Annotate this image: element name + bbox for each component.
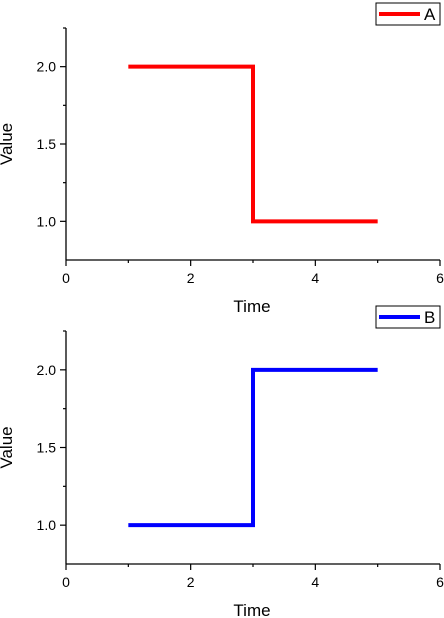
chart-panel-1: 0 2 4 6 1.0 1.5 2.0 Time Value A — [0, 2, 444, 316]
x-tick-label: 4 — [311, 270, 319, 286]
y-tick-label: 1.0 — [37, 517, 57, 533]
y-tick-label: 2.0 — [37, 59, 57, 75]
legend-label-B: B — [424, 308, 435, 327]
x-tick-label: 4 — [311, 574, 319, 590]
x-tick-label: 2 — [187, 270, 195, 286]
x-tick-label: 0 — [62, 270, 70, 286]
series-line-B — [128, 367, 378, 528]
y-axis-title: Value — [0, 123, 16, 165]
y-tick-label: 1.5 — [37, 440, 57, 456]
x-tick-label: 2 — [187, 574, 195, 590]
x-axis-title: Time — [233, 601, 270, 618]
x-tick-label: 6 — [436, 270, 444, 286]
x-tick-label: 0 — [62, 574, 70, 590]
x-tick-label: 6 — [436, 574, 444, 590]
y-axis-title: Value — [0, 426, 16, 468]
y-tick-label: 1.5 — [37, 136, 57, 152]
y-tick-label: 1.0 — [37, 213, 57, 229]
y-tick-label: 2.0 — [37, 362, 57, 378]
series-line-A — [128, 64, 378, 224]
x-axis-title: Time — [233, 297, 270, 316]
chart-panel-2: 0 2 4 6 1.0 1.5 2.0 Time Value B — [0, 305, 444, 618]
legend-label-A: A — [424, 5, 436, 24]
